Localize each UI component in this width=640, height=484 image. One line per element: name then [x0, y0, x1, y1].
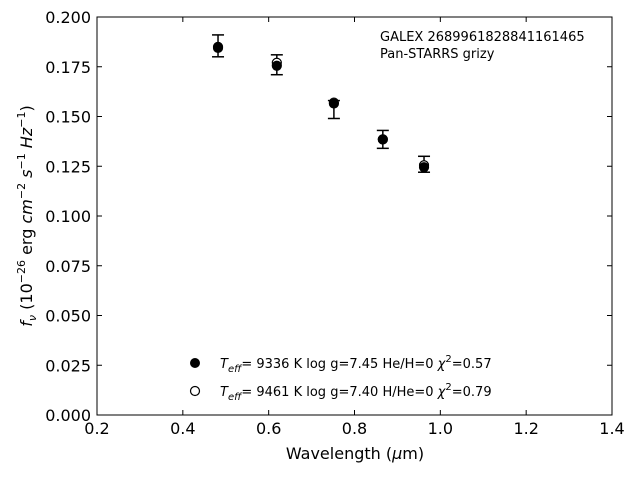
- point-filled: [328, 98, 339, 109]
- point-filled: [271, 60, 282, 71]
- point-filled: [418, 162, 430, 173]
- x-axis-label: Wavelength (μm): [286, 444, 424, 463]
- x-tick-label: 1.4: [599, 419, 624, 438]
- x-tick-label: 0.6: [256, 419, 281, 438]
- legend-marker-filled: [190, 358, 200, 368]
- annotation-line-2: Pan-STARRS grizy: [380, 47, 495, 62]
- y-tick-label: 0.200: [45, 8, 91, 27]
- legend-entry-1: Teff= 9336 K log g=7.45 He/H=0 χ2=0.57: [220, 354, 492, 375]
- y-tick-label: 0.125: [45, 157, 91, 176]
- x-tick-label: 0.4: [170, 419, 195, 438]
- y-tick-label: 0.075: [45, 257, 91, 276]
- point-filled: [377, 134, 388, 145]
- y-tick-label: 0.050: [45, 307, 91, 326]
- y-tick-label: 0.100: [45, 207, 91, 226]
- legend: Teff= 9336 K log g=7.45 He/H=0 χ2=0.57 T…: [189, 354, 492, 403]
- point-filled: [212, 42, 224, 53]
- y-tick-label: 0.175: [45, 58, 91, 77]
- annotation-line-1: GALEX 2689961828841161465: [380, 30, 585, 45]
- data-points: [212, 41, 430, 173]
- y-tick-label: 0.025: [45, 356, 91, 375]
- x-tick-label: 1.2: [513, 419, 538, 438]
- svg-text:fν (10−26 erg cm−2 s−1 Hz−1): fν (10−26 erg cm−2 s−1 Hz−1): [15, 105, 39, 326]
- y-tick-label: 0.000: [45, 406, 91, 425]
- plot-frame: [96, 16, 613, 416]
- legend-entry-2: Teff= 9461 K log g=7.40 H/He=0 χ2=0.79: [220, 382, 492, 403]
- x-tick-label: 0.8: [342, 419, 367, 438]
- x-tick-label: 1.0: [428, 419, 453, 438]
- legend-marker-open: [189, 385, 201, 397]
- x-tick-label: 0.2: [84, 419, 109, 438]
- y-axis-ticks: 0.000 0.025 0.050 0.075 0.100 0.125 0.150 0.175…: [45, 8, 612, 425]
- x-axis-ticks: 0.2 0.4 0.6 0.8 1.0 1.2 1.4: [84, 17, 625, 438]
- y-axis-label: fν (10−26 erg cm−2 s−1 Hz−1): [15, 105, 39, 326]
- y-tick-label: 0.150: [45, 108, 91, 127]
